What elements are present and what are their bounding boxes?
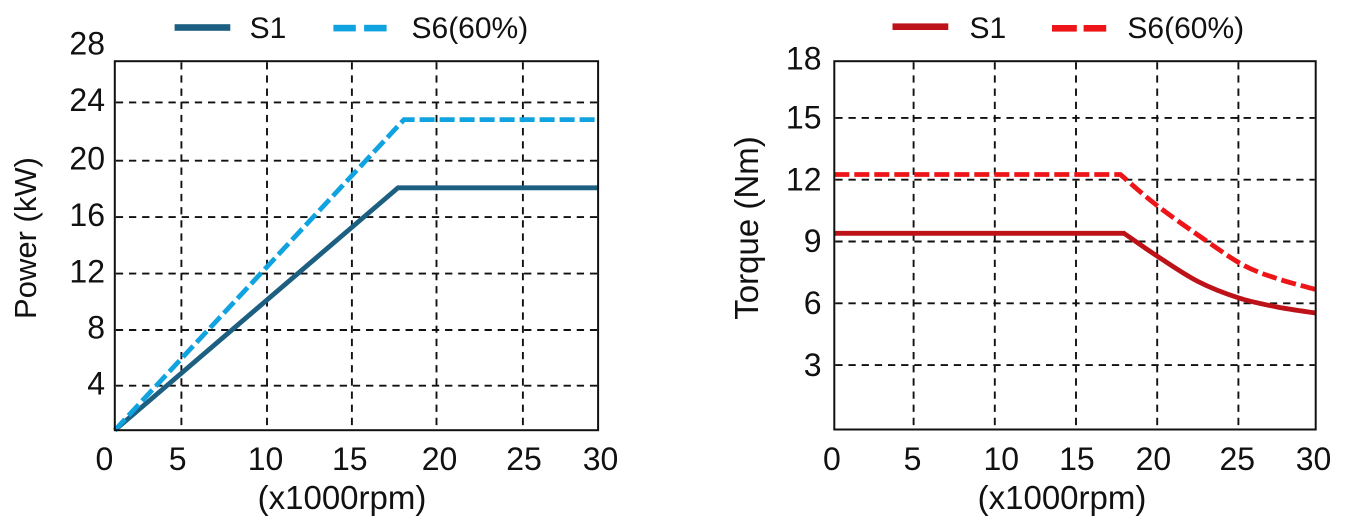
svg-text:12: 12: [69, 253, 105, 289]
svg-text:Torque (Nm): Torque (Nm): [728, 136, 765, 319]
svg-text:15: 15: [1059, 441, 1095, 477]
svg-text:16: 16: [69, 197, 105, 233]
svg-text:0: 0: [96, 441, 114, 477]
svg-text:30: 30: [1296, 441, 1332, 477]
svg-text:S6(60%): S6(60%): [1127, 12, 1244, 45]
svg-text:5: 5: [169, 441, 187, 477]
svg-text:3: 3: [804, 347, 822, 383]
svg-text:10: 10: [984, 441, 1020, 477]
svg-text:(x1000rpm): (x1000rpm): [978, 479, 1147, 516]
svg-text:Power (kW): Power (kW): [8, 157, 43, 319]
svg-text:8: 8: [87, 310, 105, 346]
svg-text:20: 20: [69, 140, 105, 176]
svg-text:S1: S1: [250, 12, 287, 45]
svg-text:6: 6: [804, 285, 822, 321]
svg-text:15: 15: [786, 100, 822, 136]
svg-text:0: 0: [823, 441, 841, 477]
svg-text:25: 25: [1220, 441, 1256, 477]
svg-text:S1: S1: [970, 12, 1007, 45]
svg-text:12: 12: [786, 161, 822, 197]
svg-text:24: 24: [69, 82, 105, 118]
svg-text:(x1000rpm): (x1000rpm): [258, 479, 427, 516]
svg-text:15: 15: [332, 441, 368, 477]
svg-text:28: 28: [69, 26, 105, 62]
svg-text:5: 5: [904, 441, 922, 477]
svg-text:10: 10: [248, 441, 284, 477]
svg-text:4: 4: [87, 365, 105, 401]
svg-text:S6(60%): S6(60%): [412, 12, 529, 45]
svg-text:25: 25: [506, 441, 542, 477]
svg-text:20: 20: [422, 441, 458, 477]
svg-text:30: 30: [583, 441, 619, 477]
svg-text:20: 20: [1136, 441, 1172, 477]
svg-text:9: 9: [804, 223, 822, 259]
svg-text:18: 18: [786, 41, 822, 77]
